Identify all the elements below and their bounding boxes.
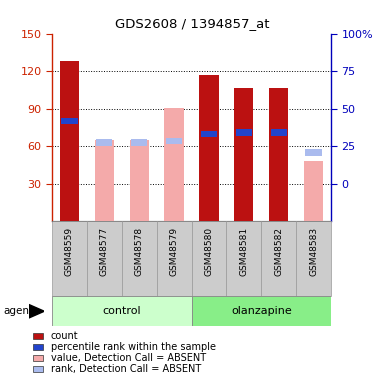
Bar <box>304 161 323 221</box>
Bar <box>95 140 114 221</box>
Bar <box>33 355 43 361</box>
Bar <box>199 75 219 221</box>
Text: GSM48580: GSM48580 <box>204 227 214 276</box>
Bar <box>52 296 192 326</box>
Bar <box>60 61 79 221</box>
Text: GSM48559: GSM48559 <box>65 227 74 276</box>
Text: GDS2608 / 1394857_at: GDS2608 / 1394857_at <box>115 17 270 30</box>
Text: count: count <box>51 331 78 340</box>
Text: control: control <box>102 306 141 316</box>
Text: agent: agent <box>4 306 34 316</box>
Polygon shape <box>29 304 44 318</box>
Bar <box>122 221 157 296</box>
Text: olanzapine: olanzapine <box>231 306 292 316</box>
Bar <box>234 87 253 221</box>
Bar <box>261 221 296 296</box>
Bar <box>192 296 331 326</box>
Bar <box>296 221 331 296</box>
Text: GSM48579: GSM48579 <box>169 227 179 276</box>
Bar <box>33 333 43 339</box>
Bar <box>33 366 43 372</box>
Bar <box>157 221 192 296</box>
Bar <box>269 87 288 221</box>
Bar <box>96 140 112 146</box>
Bar <box>271 129 287 136</box>
Text: percentile rank within the sample: percentile rank within the sample <box>51 342 216 352</box>
Text: GSM48583: GSM48583 <box>309 227 318 276</box>
Bar <box>33 344 43 350</box>
Bar <box>61 118 77 124</box>
Bar <box>52 221 87 296</box>
Text: GSM48578: GSM48578 <box>135 227 144 276</box>
Bar <box>306 149 322 156</box>
Bar <box>201 130 217 137</box>
Text: GSM48581: GSM48581 <box>239 227 248 276</box>
Bar <box>236 129 252 136</box>
Text: rank, Detection Call = ABSENT: rank, Detection Call = ABSENT <box>51 364 201 374</box>
Bar <box>226 221 261 296</box>
Bar <box>164 108 184 221</box>
Bar <box>131 140 147 146</box>
Bar <box>87 221 122 296</box>
Bar <box>130 140 149 221</box>
Bar <box>166 138 182 144</box>
Text: value, Detection Call = ABSENT: value, Detection Call = ABSENT <box>51 353 206 363</box>
Text: GSM48582: GSM48582 <box>274 227 283 276</box>
Bar <box>192 221 226 296</box>
Text: GSM48577: GSM48577 <box>100 227 109 276</box>
